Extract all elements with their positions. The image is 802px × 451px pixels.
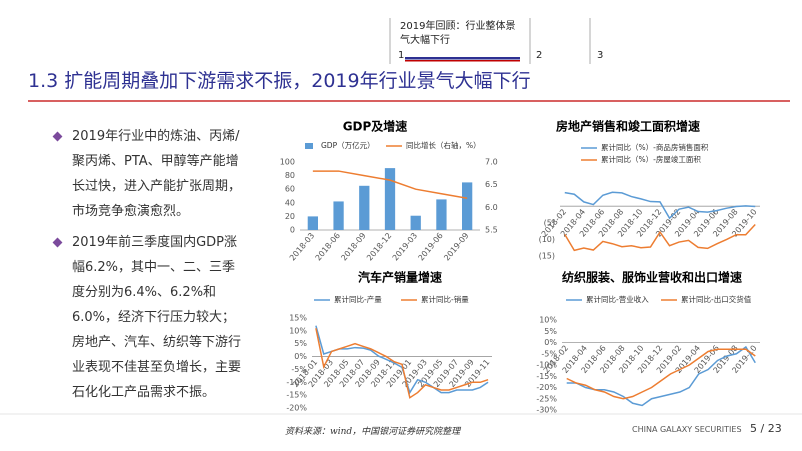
series-line (564, 191, 756, 220)
bar (384, 168, 396, 230)
y2-tick-label: 6.5 (485, 180, 498, 189)
bullet: 2019年前三季度国内GDP涨幅6.2%，其中一、二、三季度分别为6.4%、6.… (52, 230, 242, 405)
company: CHINA GALAXY SECURITIES (632, 425, 742, 434)
nav-active (405, 60, 520, 62)
y-tick-label: 40 (285, 198, 295, 207)
y-tick-label: -15% (286, 391, 307, 400)
y-tick-label: 60 (285, 185, 295, 194)
bar (410, 215, 421, 230)
bar (436, 199, 447, 230)
y-tick-label: 0% (294, 352, 307, 361)
y2-tick-label: 6.0 (485, 203, 498, 212)
legend-label: 累计同比-产量 (334, 294, 382, 304)
y-tick-label: -10% (286, 378, 307, 387)
x-tick-label: 2019-03 (391, 231, 419, 262)
x-tick-label: 2018-06 (314, 231, 342, 262)
page-number: 5 / 23 (750, 422, 782, 435)
legend-label: 累计同比（%）-房屋竣工面积 (601, 154, 701, 164)
y-tick-label: -25% (536, 394, 557, 403)
y-tick-label: 10% (539, 316, 557, 325)
y-tick-label: 5% (294, 339, 307, 348)
series-line (315, 328, 489, 399)
bar (462, 182, 473, 230)
series-line (312, 170, 468, 200)
y-tick-label: 80 (285, 171, 295, 180)
legend-label: 累计同比-出口交货值 (681, 294, 752, 304)
y-tick-label: 20 (285, 212, 295, 221)
bar (307, 216, 318, 230)
chart-title: GDP及增速 (343, 119, 408, 134)
nav-active (405, 57, 520, 60)
y-tick-label: (5) (544, 218, 555, 227)
y-tick-label: -5% (291, 365, 307, 374)
y-tick-label: -10% (536, 361, 557, 370)
y2-tick-label: 7.0 (485, 158, 498, 167)
chart-title: 纺织服装、服饰业营收和出口增速 (562, 270, 742, 285)
source: 资料来源：wind，中国银河证券研究院整理 (285, 427, 461, 437)
x-tick-label: 2018-09 (339, 231, 367, 262)
y-tick-label: (15) (539, 252, 555, 261)
y-tick-label: -15% (536, 372, 557, 381)
bar (359, 185, 370, 230)
y2-tick-label: 5.5 (485, 226, 498, 235)
legend-label: GDP（万亿元） (321, 140, 375, 150)
legend-label: 累计同比-销量 (421, 294, 469, 304)
nav-step[interactable]: 2 (536, 50, 543, 61)
bar (333, 201, 344, 230)
y-tick-label: 5% (544, 327, 557, 336)
y-tick-label: (10) (539, 235, 555, 244)
bullet: 2019年行业中的炼油、丙烯/聚丙烯、PTA、甲醇等产能增长过快，进入产能扩张周… (52, 124, 242, 224)
y-tick-label: -20% (286, 404, 307, 413)
legend-label: 累计同比（%）-商品房销售面积 (601, 142, 709, 152)
nav-step[interactable]: 3 (597, 50, 604, 61)
x-tick-label: 2019-06 (416, 231, 444, 262)
nav-step[interactable]: 1 (398, 50, 405, 61)
bullet-list: 2019年行业中的炼油、丙烯/聚丙烯、PTA、甲醇等产能增长过快，进入产能扩张周… (52, 124, 242, 411)
series-line (564, 223, 756, 252)
y-tick-label: -30% (536, 406, 557, 415)
y-tick-label: 100 (280, 158, 295, 167)
x-tick-label: 2018-03 (288, 231, 316, 262)
legend-label: 同比增长（右轴，%） (406, 140, 481, 150)
legend-label: 累计同比-营业收入 (586, 294, 649, 304)
y-tick-label: 0 (290, 226, 295, 235)
chart-title: 汽车产销量增速 (358, 270, 442, 285)
y-tick-label: 0% (544, 338, 557, 347)
legend-swatch (305, 143, 313, 149)
series-line (566, 348, 756, 400)
y-tick-label: 10% (289, 326, 307, 335)
y-tick-label: -20% (536, 383, 557, 392)
x-tick-label: 2019-09 (442, 231, 470, 262)
x-tick-label: 2018-12 (365, 231, 393, 262)
slide-title: 1.3 扩能周期叠加下游需求不振，2019年行业景气大幅下行 (28, 70, 531, 92)
y-tick-label: -5% (541, 349, 557, 358)
nav-label: 2019年回顾：行业整体景气大幅下行 (400, 21, 516, 46)
chart-title: 房地产销售和竣工面积增速 (556, 119, 700, 134)
y-tick-label: 15% (289, 314, 307, 323)
